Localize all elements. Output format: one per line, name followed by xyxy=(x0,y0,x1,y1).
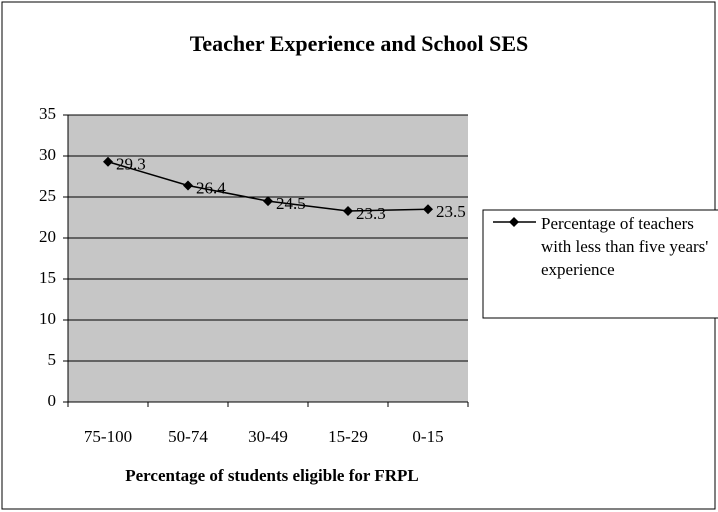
x-tick-label: 75-100 xyxy=(84,427,132,446)
marker xyxy=(509,217,519,227)
marker xyxy=(343,205,353,216)
plot-area xyxy=(68,115,468,402)
x-tick-label: 50-74 xyxy=(168,427,208,446)
marker xyxy=(423,204,433,215)
y-tick-label: 0 xyxy=(48,391,57,410)
y-tick-label: 35 xyxy=(39,104,56,123)
data-label: 24.5 xyxy=(276,194,306,213)
marker xyxy=(263,196,273,207)
y-tick-label: 5 xyxy=(48,350,57,369)
y-tick-label: 15 xyxy=(39,268,56,287)
chart-title: Teacher Experience and School SES xyxy=(190,31,529,56)
data-label: 26.4 xyxy=(196,178,226,197)
y-tick-label: 20 xyxy=(39,227,56,246)
data-label: 23.5 xyxy=(436,202,466,221)
data-label: 23.3 xyxy=(356,204,386,223)
x-tick-label: 15-29 xyxy=(328,427,368,446)
legend-box xyxy=(482,209,718,319)
x-axis-title: Percentage of students eligible for FRPL xyxy=(125,466,419,485)
legend-label: Percentage of teachers with less than fi… xyxy=(541,214,709,279)
y-tick-label: 10 xyxy=(39,309,56,328)
marker xyxy=(183,180,193,191)
x-tick-label: 30-49 xyxy=(248,427,288,446)
marker xyxy=(103,156,113,167)
y-tick-label: 30 xyxy=(39,145,56,164)
data-label: 29.3 xyxy=(116,155,146,174)
y-tick-label: 25 xyxy=(39,186,56,205)
x-tick-label: 0-15 xyxy=(412,427,443,446)
